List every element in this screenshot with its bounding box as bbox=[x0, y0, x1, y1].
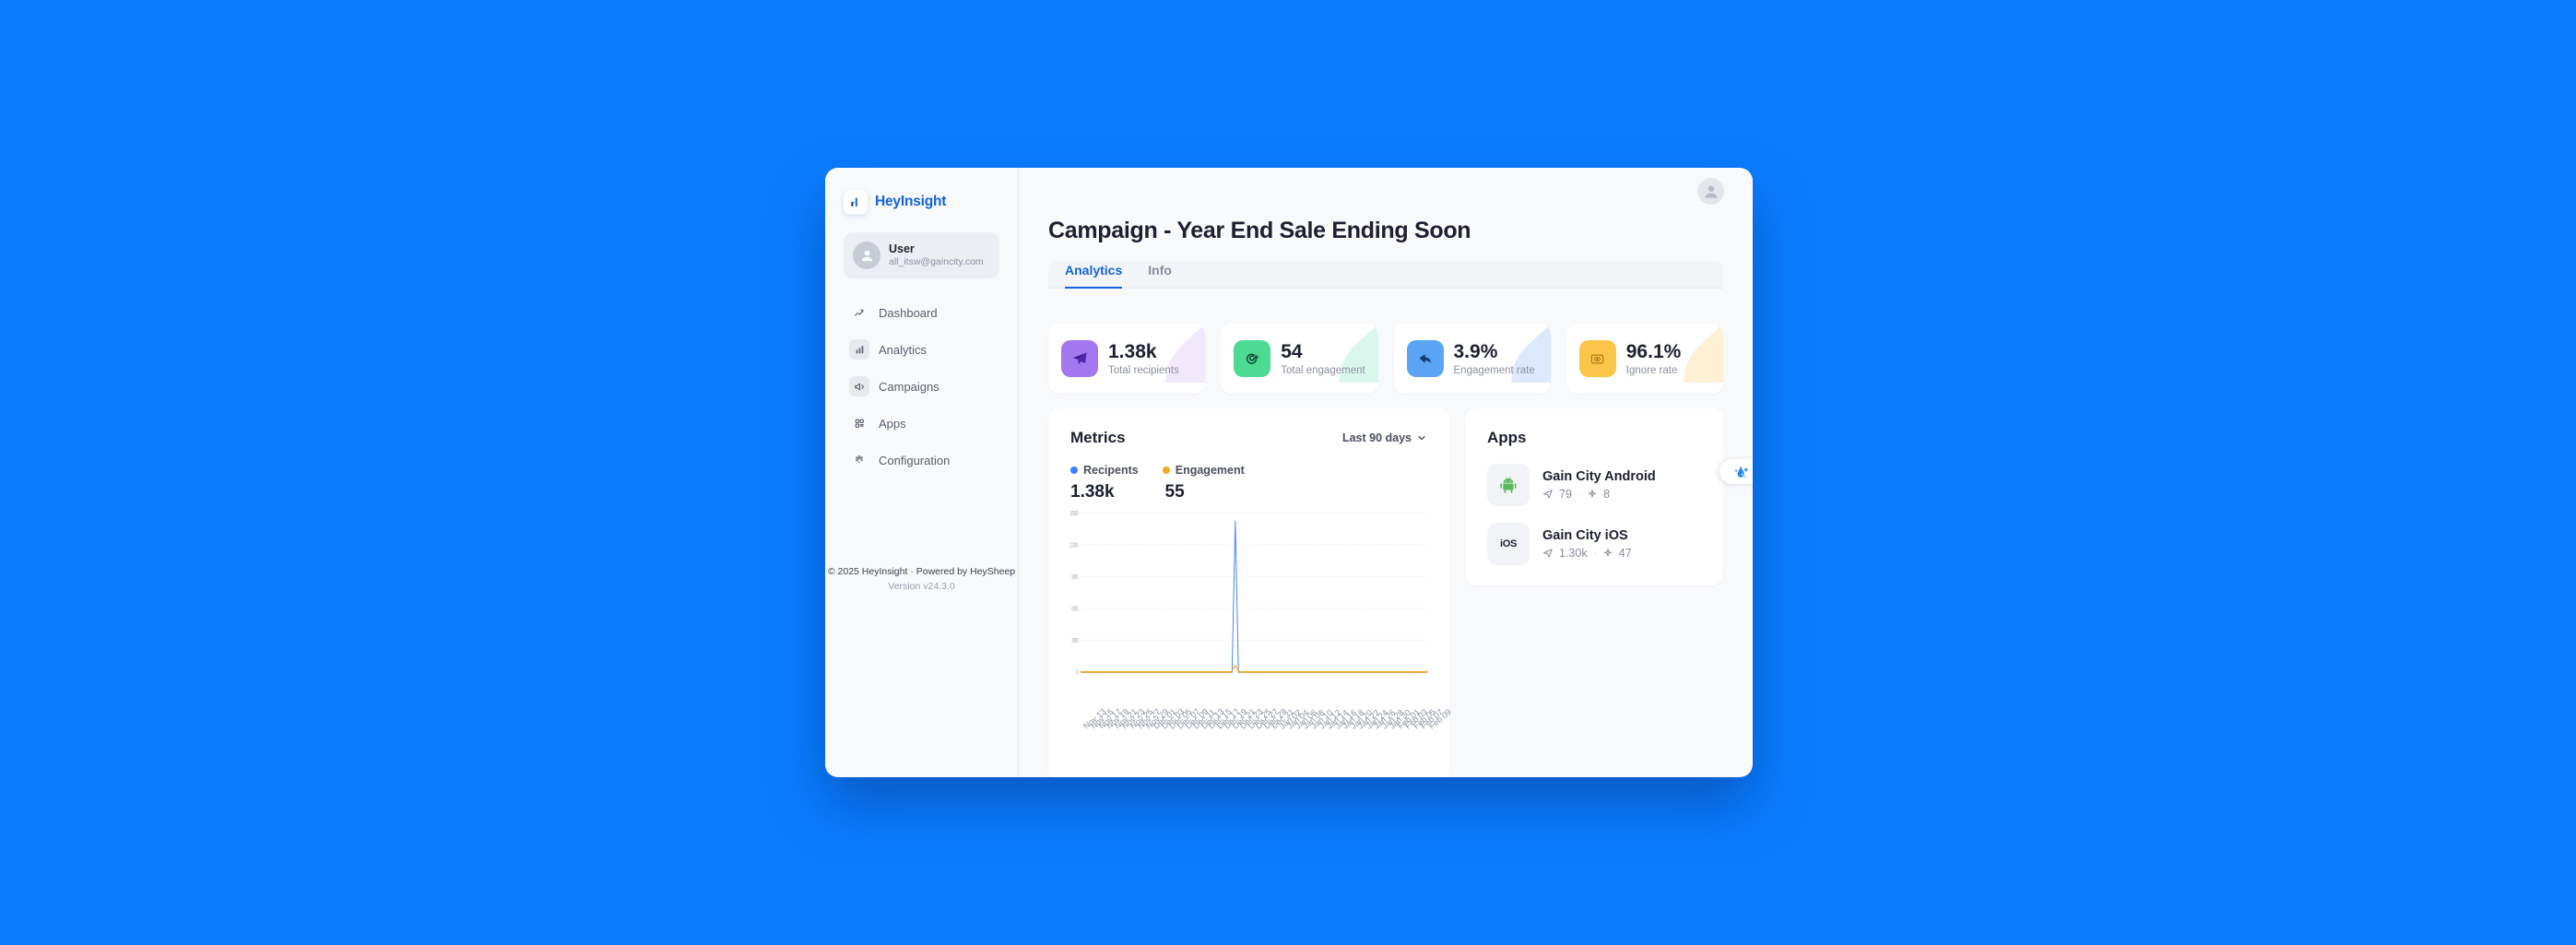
svg-text:300: 300 bbox=[1071, 637, 1078, 645]
svg-text:1200: 1200 bbox=[1069, 541, 1079, 549]
svg-text:0: 0 bbox=[1076, 668, 1079, 677]
svg-text:1500: 1500 bbox=[1069, 510, 1079, 518]
svg-text:900: 900 bbox=[1071, 573, 1078, 582]
svg-text:600: 600 bbox=[1071, 605, 1078, 613]
